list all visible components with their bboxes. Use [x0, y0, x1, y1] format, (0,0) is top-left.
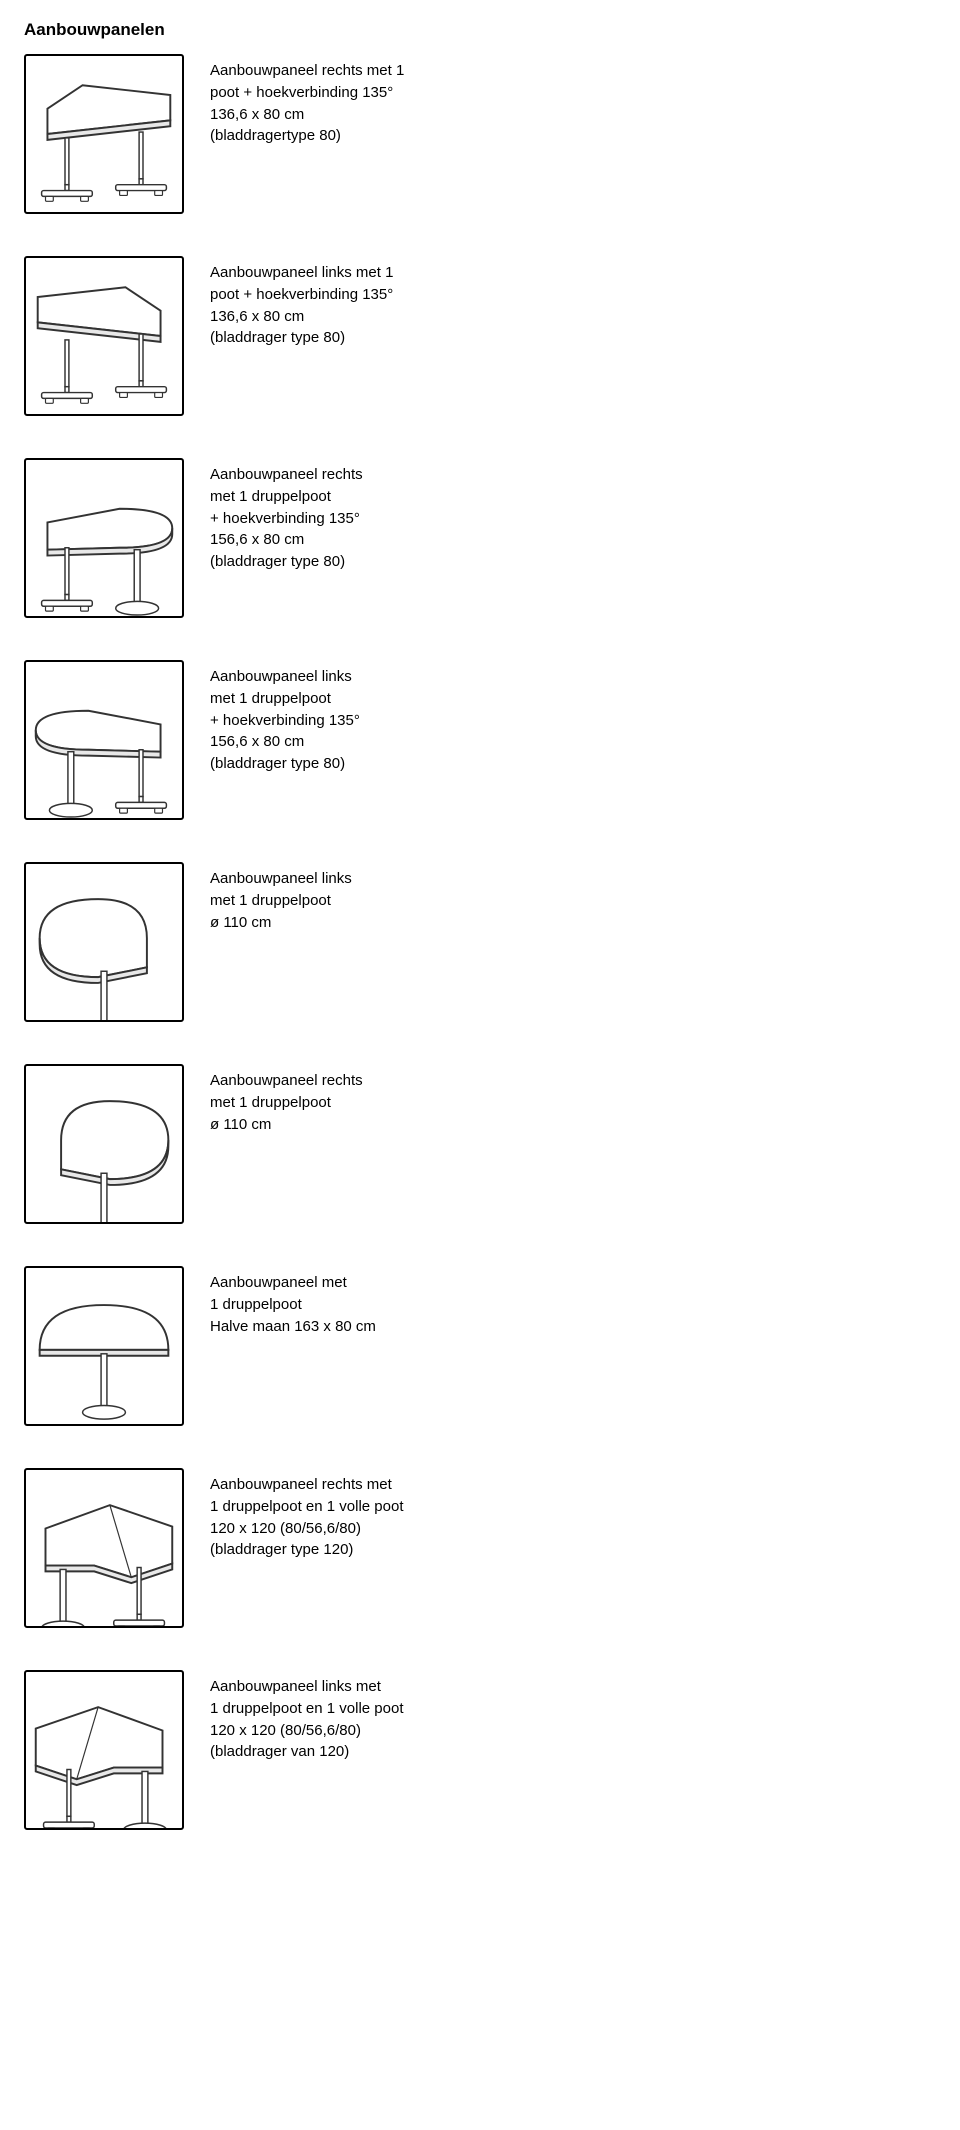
product-item: Aanbouwpaneel linksmet 1 druppelpootø 11… — [24, 862, 936, 1022]
description-line: Aanbouwpaneel links — [210, 666, 360, 688]
description-line: (bladdrager type 120) — [210, 1539, 403, 1561]
page-title: Aanbouwpanelen — [24, 20, 936, 40]
description-line: 1 druppelpoot en 1 volle poot — [210, 1698, 403, 1720]
product-description: Aanbouwpaneel rechtsmet 1 druppelpoot+ h… — [210, 458, 363, 573]
product-description: Aanbouwpaneel met1 druppelpootHalve maan… — [210, 1266, 376, 1337]
product-thumbnail — [24, 1266, 184, 1426]
description-line: Aanbouwpaneel met — [210, 1272, 376, 1294]
product-item: Aanbouwpaneel linksmet 1 druppelpoot+ ho… — [24, 660, 936, 820]
description-line: (bladdrager type 80) — [210, 753, 360, 775]
description-line: 136,6 x 80 cm — [210, 104, 404, 126]
description-line: Halve maan 163 x 80 cm — [210, 1316, 376, 1338]
product-item: Aanbouwpaneel rechtsmet 1 druppelpootø 1… — [24, 1064, 936, 1224]
product-thumbnail — [24, 1064, 184, 1224]
description-line: (bladdragertype 80) — [210, 125, 404, 147]
description-line: Aanbouwpaneel links met 1 — [210, 262, 393, 284]
description-line: 136,6 x 80 cm — [210, 306, 393, 328]
product-item: Aanbouwpaneel rechts met 1poot + hoekver… — [24, 54, 936, 214]
description-line: Aanbouwpaneel rechts met 1 — [210, 60, 404, 82]
description-line: (bladdrager type 80) — [210, 327, 393, 349]
product-description: Aanbouwpaneel rechtsmet 1 druppelpootø 1… — [210, 1064, 363, 1135]
description-line: Aanbouwpaneel links met — [210, 1676, 403, 1698]
description-line: (bladdrager type 80) — [210, 551, 363, 573]
description-line: poot + hoekverbinding 135° — [210, 284, 393, 306]
product-thumbnail — [24, 458, 184, 618]
description-line: met 1 druppelpoot — [210, 688, 360, 710]
description-line: poot + hoekverbinding 135° — [210, 82, 404, 104]
description-line: + hoekverbinding 135° — [210, 710, 360, 732]
product-description: Aanbouwpaneel rechts met1 druppelpoot en… — [210, 1468, 403, 1561]
description-line: 120 x 120 (80/56,6/80) — [210, 1720, 403, 1742]
description-line: ø 110 cm — [210, 912, 352, 934]
description-line: Aanbouwpaneel links — [210, 868, 352, 890]
description-line: + hoekverbinding 135° — [210, 508, 363, 530]
description-line: Aanbouwpaneel rechts — [210, 1070, 363, 1092]
description-line: 1 druppelpoot — [210, 1294, 376, 1316]
description-line: (bladdrager van 120) — [210, 1741, 403, 1763]
description-line: met 1 druppelpoot — [210, 1092, 363, 1114]
product-description: Aanbouwpaneel linksmet 1 druppelpoot+ ho… — [210, 660, 360, 775]
description-line: 156,6 x 80 cm — [210, 529, 363, 551]
product-thumbnail — [24, 1670, 184, 1830]
item-list: Aanbouwpaneel rechts met 1poot + hoekver… — [24, 54, 936, 1830]
product-thumbnail — [24, 1468, 184, 1628]
description-line: ø 110 cm — [210, 1114, 363, 1136]
product-item: Aanbouwpaneel rechtsmet 1 druppelpoot+ h… — [24, 458, 936, 618]
product-item: Aanbouwpaneel links met1 druppelpoot en … — [24, 1670, 936, 1830]
product-description: Aanbouwpaneel links met1 druppelpoot en … — [210, 1670, 403, 1763]
product-item: Aanbouwpaneel rechts met1 druppelpoot en… — [24, 1468, 936, 1628]
product-description: Aanbouwpaneel rechts met 1poot + hoekver… — [210, 54, 404, 147]
product-item: Aanbouwpaneel links met 1poot + hoekverb… — [24, 256, 936, 416]
description-line: 120 x 120 (80/56,6/80) — [210, 1518, 403, 1540]
product-thumbnail — [24, 54, 184, 214]
description-line: met 1 druppelpoot — [210, 890, 352, 912]
product-thumbnail — [24, 660, 184, 820]
description-line: 1 druppelpoot en 1 volle poot — [210, 1496, 403, 1518]
description-line: 156,6 x 80 cm — [210, 731, 360, 753]
product-item: Aanbouwpaneel met1 druppelpootHalve maan… — [24, 1266, 936, 1426]
description-line: Aanbouwpaneel rechts met — [210, 1474, 403, 1496]
product-description: Aanbouwpaneel links met 1poot + hoekverb… — [210, 256, 393, 349]
product-description: Aanbouwpaneel linksmet 1 druppelpootø 11… — [210, 862, 352, 933]
description-line: met 1 druppelpoot — [210, 486, 363, 508]
product-thumbnail — [24, 256, 184, 416]
description-line: Aanbouwpaneel rechts — [210, 464, 363, 486]
product-thumbnail — [24, 862, 184, 1022]
